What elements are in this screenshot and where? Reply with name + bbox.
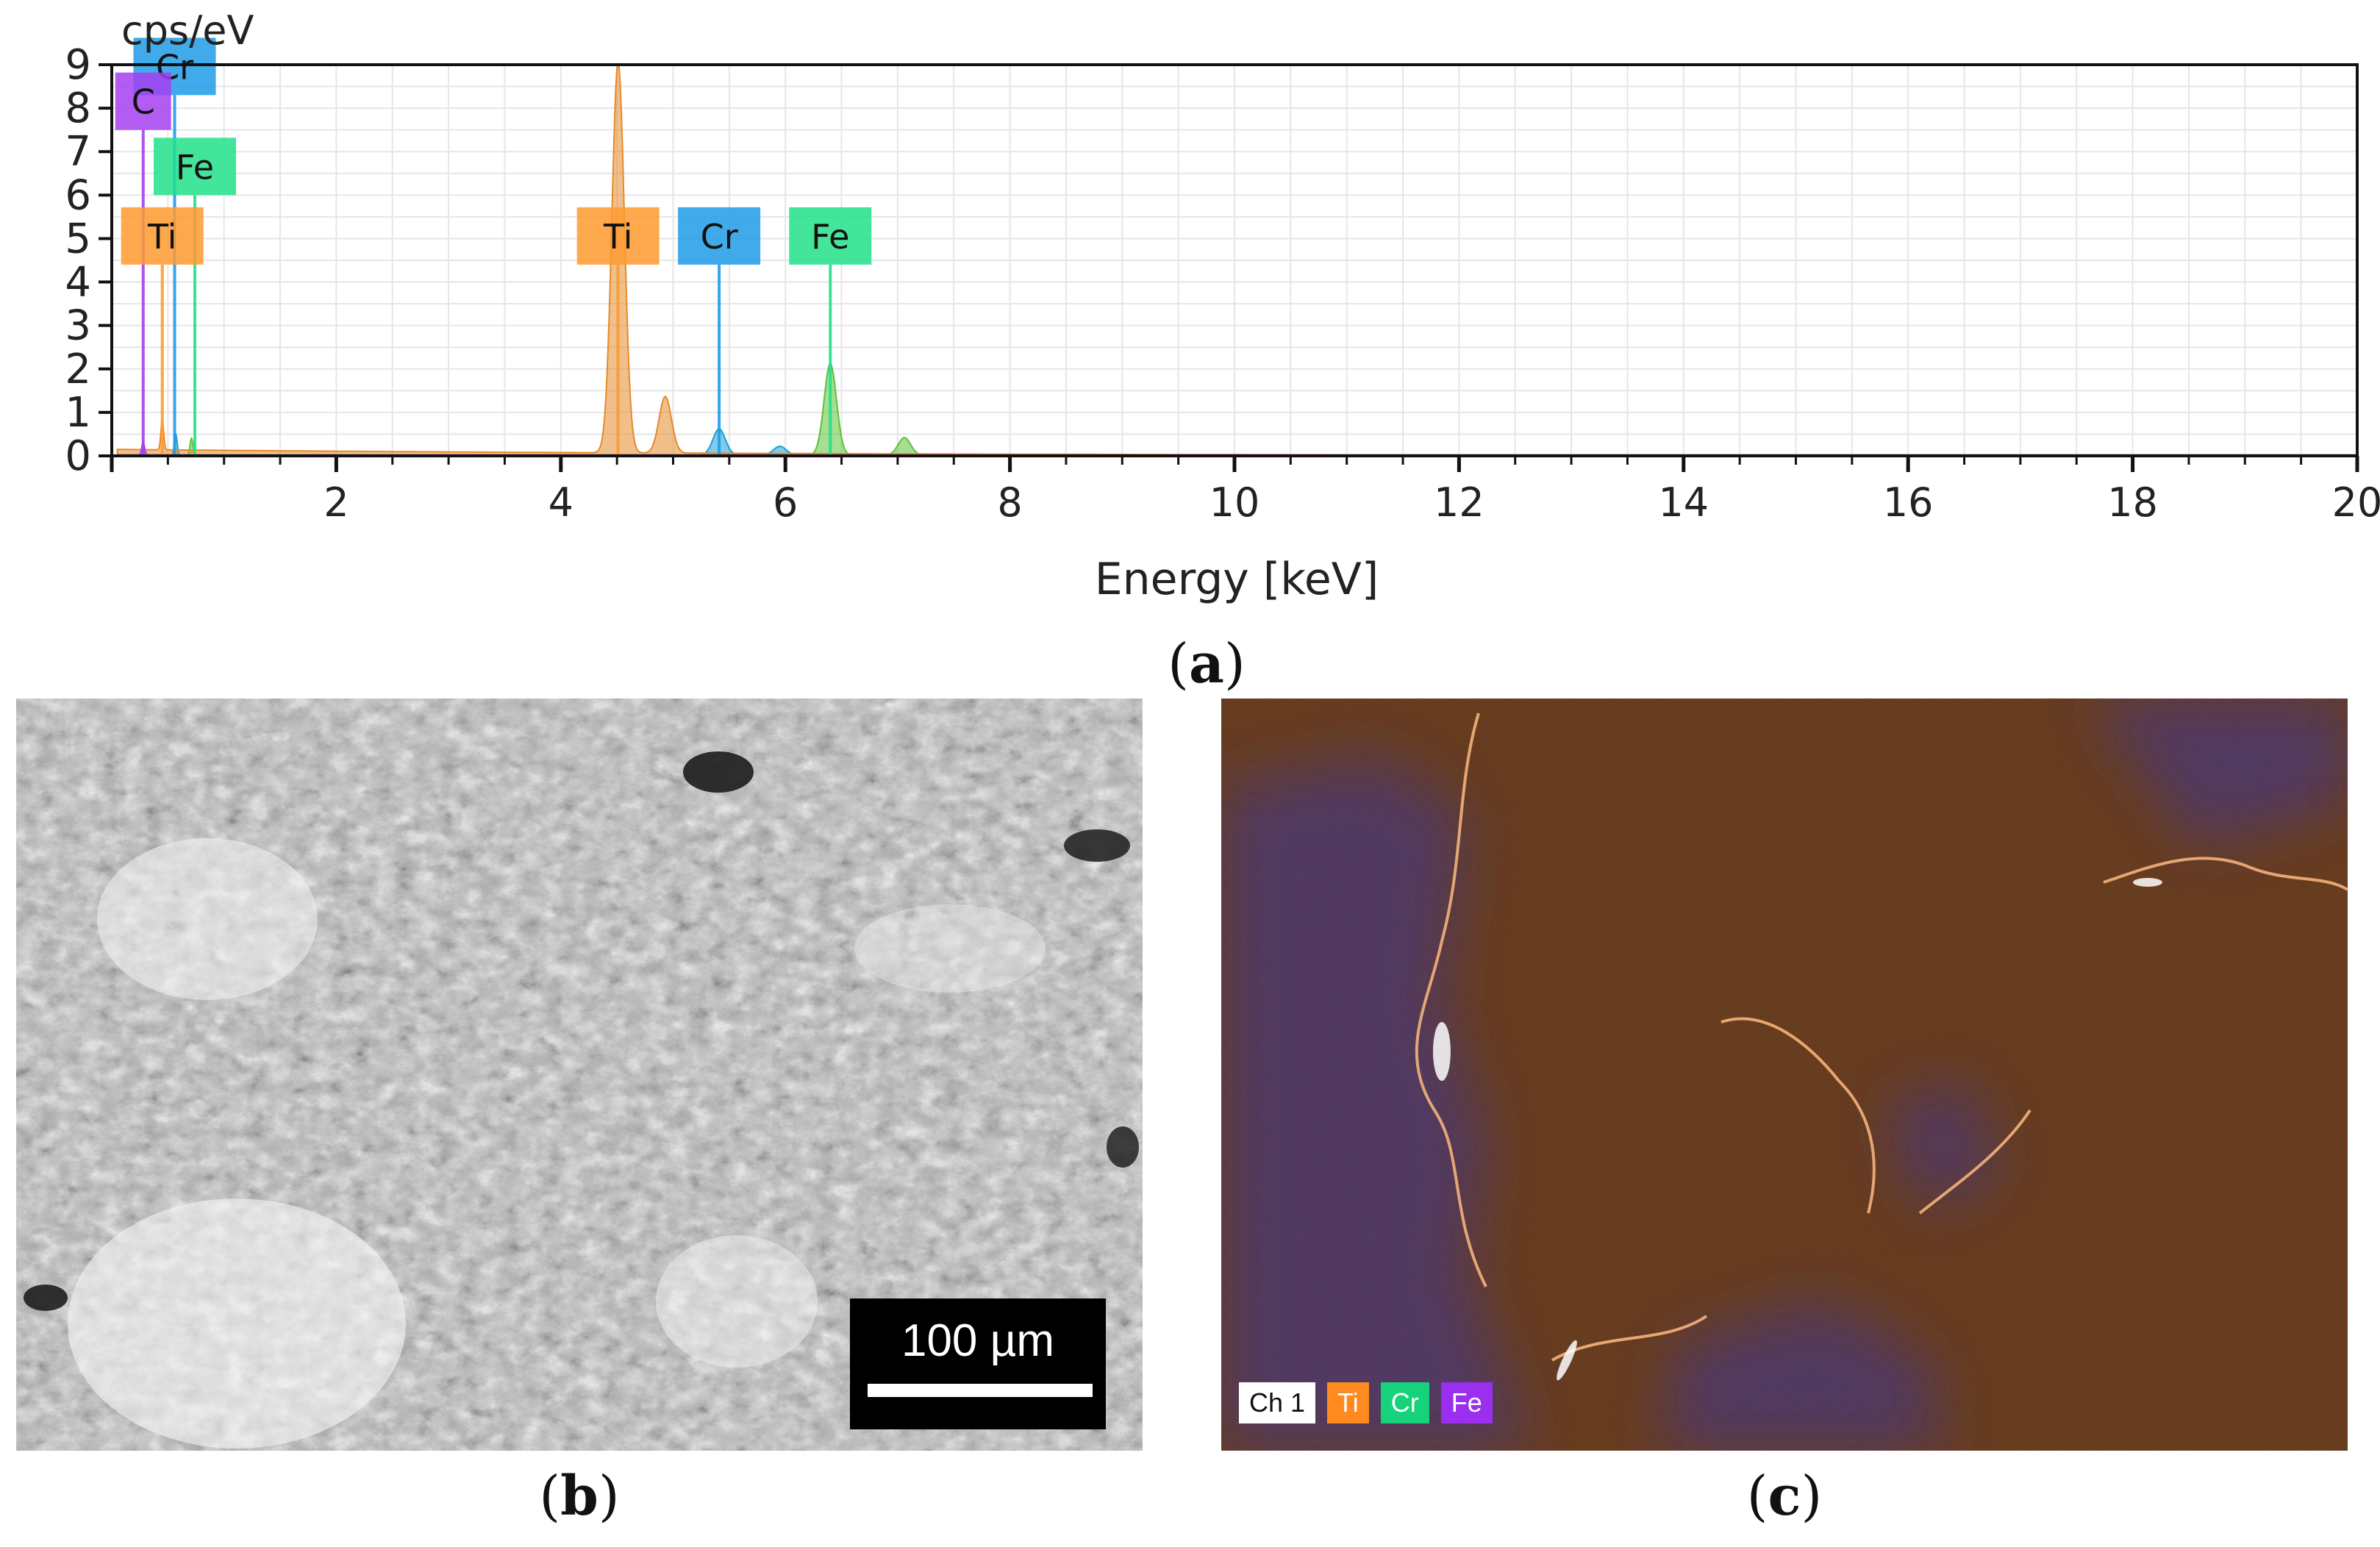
y-tick-label: 0 <box>65 432 91 480</box>
x-tick-label: 12 <box>1434 479 1484 526</box>
map-texture <box>1221 699 2348 1451</box>
scale-bar: 100 µm <box>850 1298 1106 1429</box>
x-tick-label: 14 <box>1658 479 1709 526</box>
y-tick-label: 7 <box>65 128 91 176</box>
y-tick-label: 2 <box>65 346 91 393</box>
scale-bar-line <box>868 1384 1093 1397</box>
y-tick-label: 4 <box>65 259 91 307</box>
scale-bar-label: 100 µm <box>901 1315 1055 1366</box>
x-tick-label: 10 <box>1209 479 1260 526</box>
y-tick-label: 6 <box>65 171 91 219</box>
x-tick-label: 16 <box>1883 479 1934 526</box>
peak-label-ti: Ti <box>147 217 176 257</box>
legend-item-cr: Cr <box>1380 1382 1429 1423</box>
spectrum-series-fe <box>116 362 2359 457</box>
y-tick-label: 1 <box>65 389 91 437</box>
panel-label-c: (c) <box>1746 1465 1823 1528</box>
peak-label-box-fe <box>789 207 872 265</box>
y-tick-label: 9 <box>65 41 91 89</box>
peak-label-box-ti <box>121 207 204 265</box>
legend-item-fe: Fe <box>1440 1382 1493 1423</box>
x-tick-label: 8 <box>997 479 1022 526</box>
eds-elemental-map: Ch 1 Ti Cr Fe <box>1221 699 2348 1451</box>
x-tick-label: 2 <box>324 479 349 526</box>
y-tick-label: 8 <box>65 85 91 132</box>
peak-label-box-c <box>115 72 171 130</box>
peak-label-fe: Fe <box>176 147 214 187</box>
panel-label-a: (a) <box>1168 632 1246 696</box>
x-axis-label: Energy [keV] <box>1095 554 1379 605</box>
y-axis-label: cps/eV <box>121 7 254 54</box>
legend-item-ch1: Ch 1 <box>1239 1382 1316 1423</box>
peak-label-cr: Cr <box>701 217 738 257</box>
peak-label-c: C <box>132 82 155 122</box>
peak-label-box-cr <box>678 207 761 265</box>
x-tick-label: 4 <box>548 479 573 526</box>
sem-micrograph: 100 µm <box>16 699 1143 1451</box>
chart-grid <box>111 64 2358 457</box>
peak-label-ti: Ti <box>603 217 632 257</box>
peak-label-box-ti <box>576 207 660 265</box>
panel-label-b: (b) <box>539 1465 620 1528</box>
peak-label-box-fe <box>153 137 236 196</box>
x-tick-label: 18 <box>2107 479 2158 526</box>
map-legend: Ch 1 Ti Cr Fe <box>1239 1382 1493 1428</box>
x-tick-label: 6 <box>773 479 798 526</box>
legend-item-ti: Ti <box>1327 1382 1369 1423</box>
y-tick-label: 3 <box>65 302 91 350</box>
peak-label-fe: Fe <box>811 217 849 257</box>
x-tick-label: 20 <box>2332 479 2380 526</box>
y-tick-label: 5 <box>65 215 91 262</box>
